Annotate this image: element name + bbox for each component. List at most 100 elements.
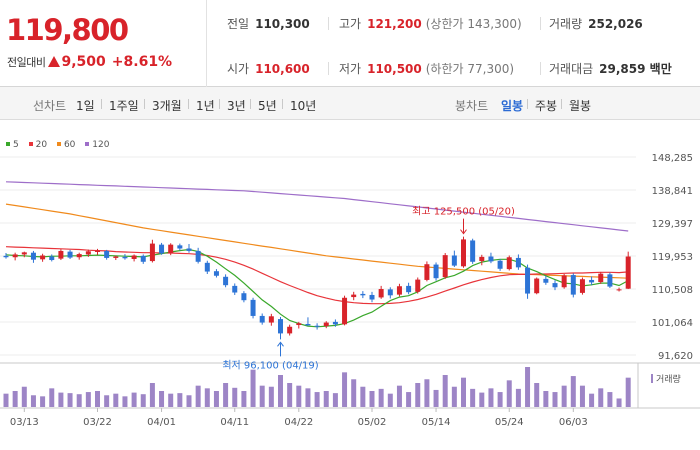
candle[interactable]: [241, 291, 247, 303]
legend-ma20[interactable]: 20: [28, 140, 47, 150]
volume-bar: [616, 398, 622, 407]
candle[interactable]: [268, 313, 274, 326]
candle[interactable]: [195, 247, 201, 264]
candle[interactable]: [232, 283, 238, 295]
candle[interactable]: [149, 239, 155, 263]
ma-legend: 5 20 60 120: [6, 140, 116, 150]
candle[interactable]: [186, 243, 192, 253]
stat-volume: 거래량 252,026: [549, 15, 643, 32]
candle[interactable]: [305, 317, 311, 326]
candle[interactable]: [442, 253, 448, 279]
candle[interactable]: [415, 277, 421, 294]
candle[interactable]: [607, 272, 613, 288]
candle[interactable]: [360, 291, 366, 299]
volume-bar: [451, 386, 457, 407]
candle[interactable]: [616, 287, 622, 292]
candle[interactable]: [525, 264, 531, 299]
candle[interactable]: [625, 251, 631, 290]
candle[interactable]: [104, 249, 110, 260]
candle-weekly[interactable]: 주봉: [535, 99, 558, 113]
candle[interactable]: [30, 250, 36, 263]
candle[interactable]: [259, 313, 265, 325]
period-10y[interactable]: 10년: [290, 99, 317, 113]
candle[interactable]: [223, 274, 229, 288]
candle[interactable]: [552, 280, 558, 291]
candle[interactable]: [479, 254, 485, 266]
candle[interactable]: [177, 243, 183, 251]
candle[interactable]: [406, 282, 412, 295]
candle[interactable]: [287, 324, 293, 336]
candle[interactable]: [296, 321, 302, 329]
volume-bar: [278, 375, 283, 407]
candle[interactable]: [497, 258, 503, 271]
candle[interactable]: [589, 276, 595, 286]
candle[interactable]: [506, 255, 512, 271]
period-3m[interactable]: 3개월: [152, 99, 182, 113]
candle[interactable]: [213, 269, 219, 278]
period-3y[interactable]: 3년: [227, 99, 246, 113]
candle[interactable]: [40, 253, 46, 262]
candle[interactable]: [168, 243, 174, 256]
candle[interactable]: [396, 283, 402, 297]
candle[interactable]: [140, 254, 146, 264]
candle[interactable]: [314, 323, 320, 330]
candle[interactable]: [351, 291, 357, 301]
candle[interactable]: [579, 277, 585, 295]
stat-label: 거래대금: [549, 62, 594, 76]
candle[interactable]: [342, 295, 348, 326]
candle[interactable]: [515, 254, 521, 270]
candle[interactable]: [95, 248, 100, 255]
annotations: 최고 125,500 (05/20) 최저 96,100 (04/19): [222, 206, 515, 372]
candle[interactable]: [461, 236, 466, 268]
candle[interactable]: [561, 274, 567, 289]
candle[interactable]: [250, 297, 256, 319]
candle[interactable]: [534, 277, 540, 295]
candle[interactable]: [113, 255, 119, 261]
legend-ma60[interactable]: 60: [56, 140, 75, 150]
volume-bar: [342, 372, 348, 407]
candle[interactable]: [85, 249, 91, 257]
candle[interactable]: [76, 252, 82, 260]
candle[interactable]: [122, 254, 128, 260]
volume-bar: [396, 385, 402, 407]
candle[interactable]: [378, 285, 384, 299]
candle[interactable]: [332, 319, 338, 327]
volume-bar: [406, 392, 412, 407]
price-chart[interactable]: 148,285 138,841 129,397 119,953 110,508 101,0…: [0, 121, 700, 450]
volume-bar: [287, 383, 293, 407]
divider: [282, 99, 283, 109]
candle[interactable]: [49, 254, 55, 262]
candle[interactable]: [470, 238, 476, 264]
period-1y[interactable]: 1년: [196, 99, 215, 113]
candle[interactable]: [488, 252, 494, 264]
volume-bar: [12, 391, 18, 407]
candle-daily[interactable]: 일봉: [501, 99, 524, 113]
candle[interactable]: [323, 321, 329, 329]
candle[interactable]: [21, 251, 27, 258]
candle[interactable]: [278, 316, 283, 340]
candle[interactable]: [543, 275, 549, 285]
candle[interactable]: [159, 242, 165, 255]
period-5y[interactable]: 5년: [258, 99, 277, 113]
legend-ma5[interactable]: 5: [6, 140, 19, 150]
candle[interactable]: [598, 271, 604, 284]
candle-monthly[interactable]: 월봉: [569, 99, 592, 113]
period-1w[interactable]: 1주일: [109, 99, 139, 113]
candle[interactable]: [433, 262, 439, 281]
volume-bar: [332, 393, 338, 407]
candle[interactable]: [204, 260, 210, 275]
candle[interactable]: [3, 253, 9, 259]
candle[interactable]: [451, 250, 457, 268]
period-1d[interactable]: 1일: [76, 99, 95, 113]
volume-bar: [177, 393, 183, 407]
candle[interactable]: [570, 273, 576, 298]
candle[interactable]: [387, 287, 393, 299]
candle[interactable]: [369, 291, 375, 303]
candle[interactable]: [424, 261, 430, 282]
candle[interactable]: [131, 254, 137, 262]
high-arrow-head: [460, 229, 467, 235]
candle[interactable]: [12, 252, 18, 261]
candle[interactable]: [58, 249, 64, 261]
candle[interactable]: [67, 249, 73, 259]
legend-ma120[interactable]: 120: [85, 140, 109, 150]
